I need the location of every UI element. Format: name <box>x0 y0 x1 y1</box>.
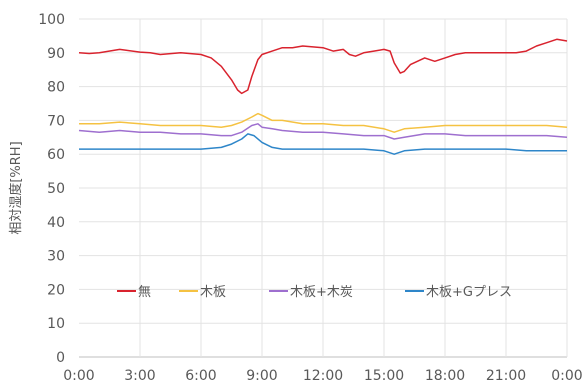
y-axis-ticks: 0 10 20 30 40 50 60 70 80 90 100 <box>38 12 65 366</box>
y-tick-label: 80 <box>47 80 65 96</box>
series-line-4 <box>79 133 567 155</box>
legend-label-2: 木板 <box>200 285 226 300</box>
y-tick-label: 70 <box>47 113 65 129</box>
legend: 無 木板 木板+木炭 木板+Gプレス <box>117 285 512 300</box>
y-axis-title: 相対湿度[%RH] <box>8 141 24 234</box>
series-line-1 <box>78 38 568 95</box>
legend-label-4: 木板+Gプレス <box>426 285 512 300</box>
x-tick-label: 21:00 <box>486 368 526 384</box>
y-tick-label: 0 <box>56 350 65 366</box>
x-tick-label: 0:00 <box>63 368 94 384</box>
x-tick-label: 9:00 <box>246 368 277 384</box>
y-tick-label: 40 <box>47 215 65 231</box>
y-tick-label: 90 <box>47 46 65 62</box>
series-line-2 <box>79 112 568 133</box>
x-axis-ticks: 0:00 3:00 6:00 9:00 12:00 15:00 18:00 21:00 0:00 <box>63 368 582 384</box>
x-tick-label: 18:00 <box>425 368 465 384</box>
y-tick-label: 100 <box>38 12 65 28</box>
x-tick-label: 0:00 <box>551 368 582 384</box>
series-lines <box>78 38 568 155</box>
x-tick-label: 6:00 <box>185 368 216 384</box>
x-tick-label: 3:00 <box>124 368 155 384</box>
grid <box>79 18 568 358</box>
y-tick-label: 20 <box>47 282 65 298</box>
y-tick-label: 10 <box>47 316 65 332</box>
legend-label-1: 無 <box>138 285 151 300</box>
y-tick-label: 30 <box>47 249 65 265</box>
series-line-3 <box>78 123 568 140</box>
legend-label-3: 木板+木炭 <box>290 285 353 300</box>
y-tick-label: 60 <box>47 147 65 163</box>
x-tick-label: 15:00 <box>364 368 404 384</box>
y-tick-label: 50 <box>47 181 65 197</box>
x-tick-label: 12:00 <box>303 368 343 384</box>
